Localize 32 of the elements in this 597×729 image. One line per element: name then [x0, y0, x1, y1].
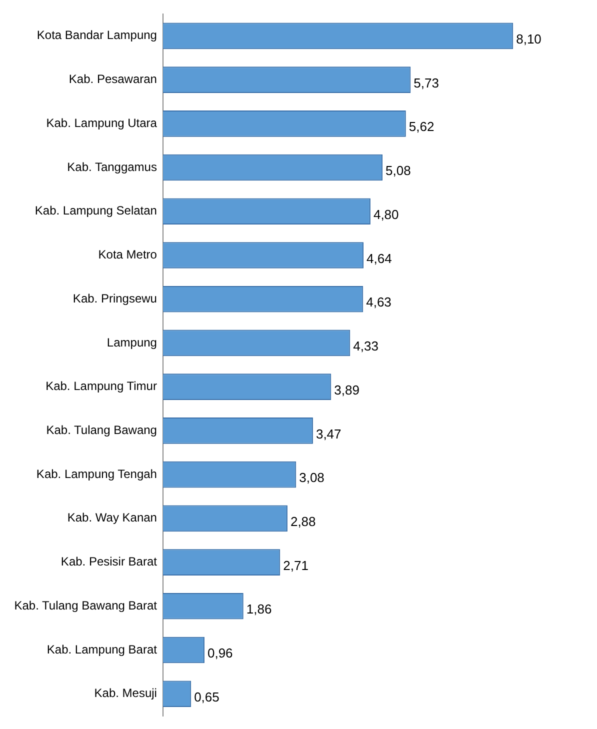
y-tick-label: Kab. Tulang Bawang [46, 423, 157, 438]
data-label: 2,88 [290, 514, 316, 529]
data-label: 5,73 [414, 75, 439, 90]
data-label: 4,33 [353, 338, 378, 354]
y-tick-label: Kab. Pringsewu [72, 291, 157, 306]
data-label: 5,62 [408, 119, 434, 134]
y-tick-label: Kab. Lampung Tengah [36, 466, 157, 481]
y-tick-label: Lampung [106, 335, 157, 350]
y-tick-label: Kota Metro [98, 248, 158, 262]
y-tick-label: Kab. Pesawaran [68, 72, 157, 86]
data-label: 4,80 [373, 206, 399, 222]
data-label: 2,71 [283, 558, 308, 573]
data-label: 0,96 [207, 646, 233, 661]
y-tick-label: Kab. Lampung Selatan [34, 204, 157, 218]
y-tick-label: Kab. Lampung Timur [46, 379, 157, 394]
y-tick-label: Kab. Way Kanan [67, 510, 157, 525]
data-label: 3,08 [299, 470, 324, 486]
data-label: 1,86 [246, 602, 272, 617]
y-tick-label: Kab. Mesuji [94, 686, 157, 700]
y-tick-label: Kab. Tanggamus [67, 160, 157, 174]
data-label: 0,65 [194, 689, 220, 704]
data-label: 8,10 [516, 32, 542, 47]
y-tick-label: Kab. Lampung Barat [46, 642, 158, 656]
data-label: 3,47 [316, 426, 342, 442]
data-label: 4,63 [366, 294, 392, 310]
data-label: 5,08 [386, 163, 411, 178]
y-tick-label: Kab. Pesisir Barat [60, 554, 158, 569]
data-label: 3,89 [334, 382, 360, 398]
y-tick-label: Kab. Lampung Utara [46, 116, 158, 130]
data-label: 4,64 [366, 250, 392, 266]
y-tick-label: Kab. Tulang Bawang Barat [14, 598, 158, 612]
y-tick-label: Kota Bandar Lampung [36, 28, 157, 42]
